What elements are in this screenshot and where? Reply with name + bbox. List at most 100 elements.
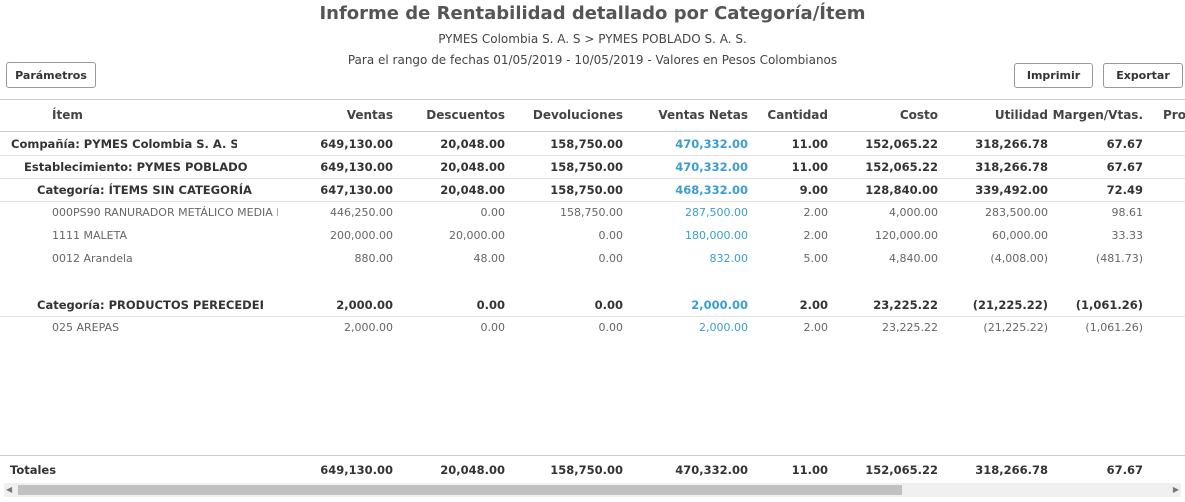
item-row-value: 60,000.00 <box>992 229 1048 242</box>
group-row-value: 9.00 <box>799 183 828 197</box>
item-row-value: 2,000.00 <box>344 321 393 334</box>
group-row-value: 128,840.00 <box>865 183 938 197</box>
scroll-thumb[interactable] <box>18 485 902 495</box>
group-row-value: 2,000.00 <box>336 298 393 312</box>
column-header: Devoluciones <box>532 108 623 122</box>
item-row-value: 33.33 <box>1111 229 1144 242</box>
row-divider <box>0 178 1185 179</box>
group-row-value: 20,048.00 <box>440 183 505 197</box>
row-divider <box>0 155 1185 156</box>
item-row-label: 0012 Arandela <box>52 252 133 265</box>
item-row-value: 158,750.00 <box>560 206 623 219</box>
group-row-value: 11.00 <box>791 160 828 174</box>
scroll-left[interactable]: ◀ <box>6 485 13 494</box>
group-row-label: Categoría: ÍTEMS SIN CATEGORÍA <box>37 183 252 197</box>
column-header: Ventas <box>346 108 393 122</box>
group-row-value: 158,750.00 <box>550 137 623 151</box>
group-row-value: 470,332.00 <box>675 160 748 174</box>
export-button[interactable]: Exportar <box>1103 63 1183 88</box>
divider <box>0 455 1185 456</box>
group-row-value: 67.67 <box>1106 137 1143 151</box>
group-row-value: 20,048.00 <box>440 160 505 174</box>
group-row-value: 152,065.22 <box>865 160 938 174</box>
item-row-label: 000PS90 RANURADOR METÁLICO MEDIA LU... <box>52 206 278 219</box>
item-row-value: 20,000.00 <box>449 229 505 242</box>
totals-row-value: 649,130.00 <box>320 463 393 477</box>
group-row-value: 647,130.00 <box>320 183 393 197</box>
group-row-value: 158,750.00 <box>550 183 623 197</box>
group-row-value: 468,332.00 <box>675 183 748 197</box>
group-row-value: 20,048.00 <box>440 137 505 151</box>
item-row-value: (1,061.26) <box>1085 321 1143 334</box>
item-row-value: 0.00 <box>480 321 506 334</box>
group-row-value: 649,130.00 <box>320 137 393 151</box>
totals-row-value: 470,332.00 <box>675 463 748 477</box>
item-row-value: 5.00 <box>803 252 829 265</box>
group-row-value: 2,000.00 <box>691 298 748 312</box>
totals-row-value: 318,266.78 <box>975 463 1048 477</box>
item-row-value: 4,000.00 <box>889 206 938 219</box>
item-row-value: 200,000.00 <box>330 229 393 242</box>
item-row-value: 880.00 <box>354 252 394 265</box>
group-row-value: 339,492.00 <box>975 183 1048 197</box>
group-row-value: 152,065.22 <box>865 137 938 151</box>
group-row-label: Categoría: PRODUCTOS PERECEDEROS <box>37 298 263 312</box>
print-button[interactable]: Imprimir <box>1014 63 1093 88</box>
group-row-value: 11.00 <box>791 137 828 151</box>
row-divider <box>0 201 1185 202</box>
group-row-value: 318,266.78 <box>975 137 1048 151</box>
group-row-value: 0.00 <box>476 298 505 312</box>
group-row-label: Establecimiento: PYMES POBLADO S. A. S. <box>24 160 250 174</box>
subtitle: PYMES Colombia S. A. S > PYMES POBLADO S… <box>438 32 747 46</box>
date-range: Para el rango de fechas 01/05/2019 - 10/… <box>347 53 838 67</box>
group-row-value: (1,061.26) <box>1075 298 1143 312</box>
group-row-value: 2.00 <box>799 298 828 312</box>
title: Informe de Rentabilidad detallado por Ca… <box>319 3 866 24</box>
item-row-value: 2,000.00 <box>699 321 748 334</box>
item-row-value: 446,250.00 <box>330 206 393 219</box>
column-header: Pro <box>1163 108 1185 122</box>
item-row-label: 1111 MALETA <box>52 229 127 242</box>
divider <box>0 131 1185 132</box>
item-row-value: 2.00 <box>803 321 829 334</box>
item-row-value: 98.61 <box>1111 206 1144 219</box>
group-row-value: 67.67 <box>1106 160 1143 174</box>
item-row-value: 2.00 <box>803 229 829 242</box>
totals-row-value: 152,065.22 <box>865 463 938 477</box>
item-row-value: (481.73) <box>1095 252 1143 265</box>
totals-row-value: 20,048.00 <box>440 463 505 477</box>
totals-row-value: 158,750.00 <box>550 463 623 477</box>
column-header: Cantidad <box>767 108 828 122</box>
item-row-value: 4,840.00 <box>889 252 938 265</box>
item-row-value: 0.00 <box>598 252 624 265</box>
row-divider <box>0 316 1185 317</box>
column-header: Ítem <box>52 108 83 122</box>
column-header: Costo <box>899 108 938 122</box>
params-button[interactable]: Parámetros <box>6 62 96 88</box>
scroll-right[interactable]: ▶ <box>1172 485 1179 494</box>
totals-row-value: 11.00 <box>791 463 828 477</box>
item-row-value: (4,008.00) <box>990 252 1048 265</box>
group-row-value: 72.49 <box>1106 183 1143 197</box>
item-row-value: 832.00 <box>709 252 749 265</box>
item-row-value: 287,500.00 <box>685 206 748 219</box>
item-row-value: 23,225.22 <box>882 321 938 334</box>
totals-row-label: Totales <box>10 463 57 477</box>
divider <box>0 99 1185 100</box>
group-row-value: 0.00 <box>594 298 623 312</box>
item-row-value: 0.00 <box>480 206 506 219</box>
group-row-value: 23,225.22 <box>873 298 938 312</box>
scrollbar[interactable]: ◀ ▶ <box>4 483 1181 497</box>
group-row-label: Compañía: PYMES Colombia S. A. S <box>11 137 237 151</box>
group-row-value: (21,225.22) <box>972 298 1048 312</box>
column-header: Descuentos <box>426 108 505 122</box>
item-row-value: 48.00 <box>473 252 506 265</box>
column-header: Utilidad <box>994 108 1048 122</box>
item-row-value: 180,000.00 <box>685 229 748 242</box>
item-row-value: 120,000.00 <box>875 229 938 242</box>
group-row-value: 158,750.00 <box>550 160 623 174</box>
group-row-value: 649,130.00 <box>320 160 393 174</box>
item-row-value: (21,225.22) <box>983 321 1048 334</box>
column-header: Margen/Vtas. <box>1052 108 1143 122</box>
